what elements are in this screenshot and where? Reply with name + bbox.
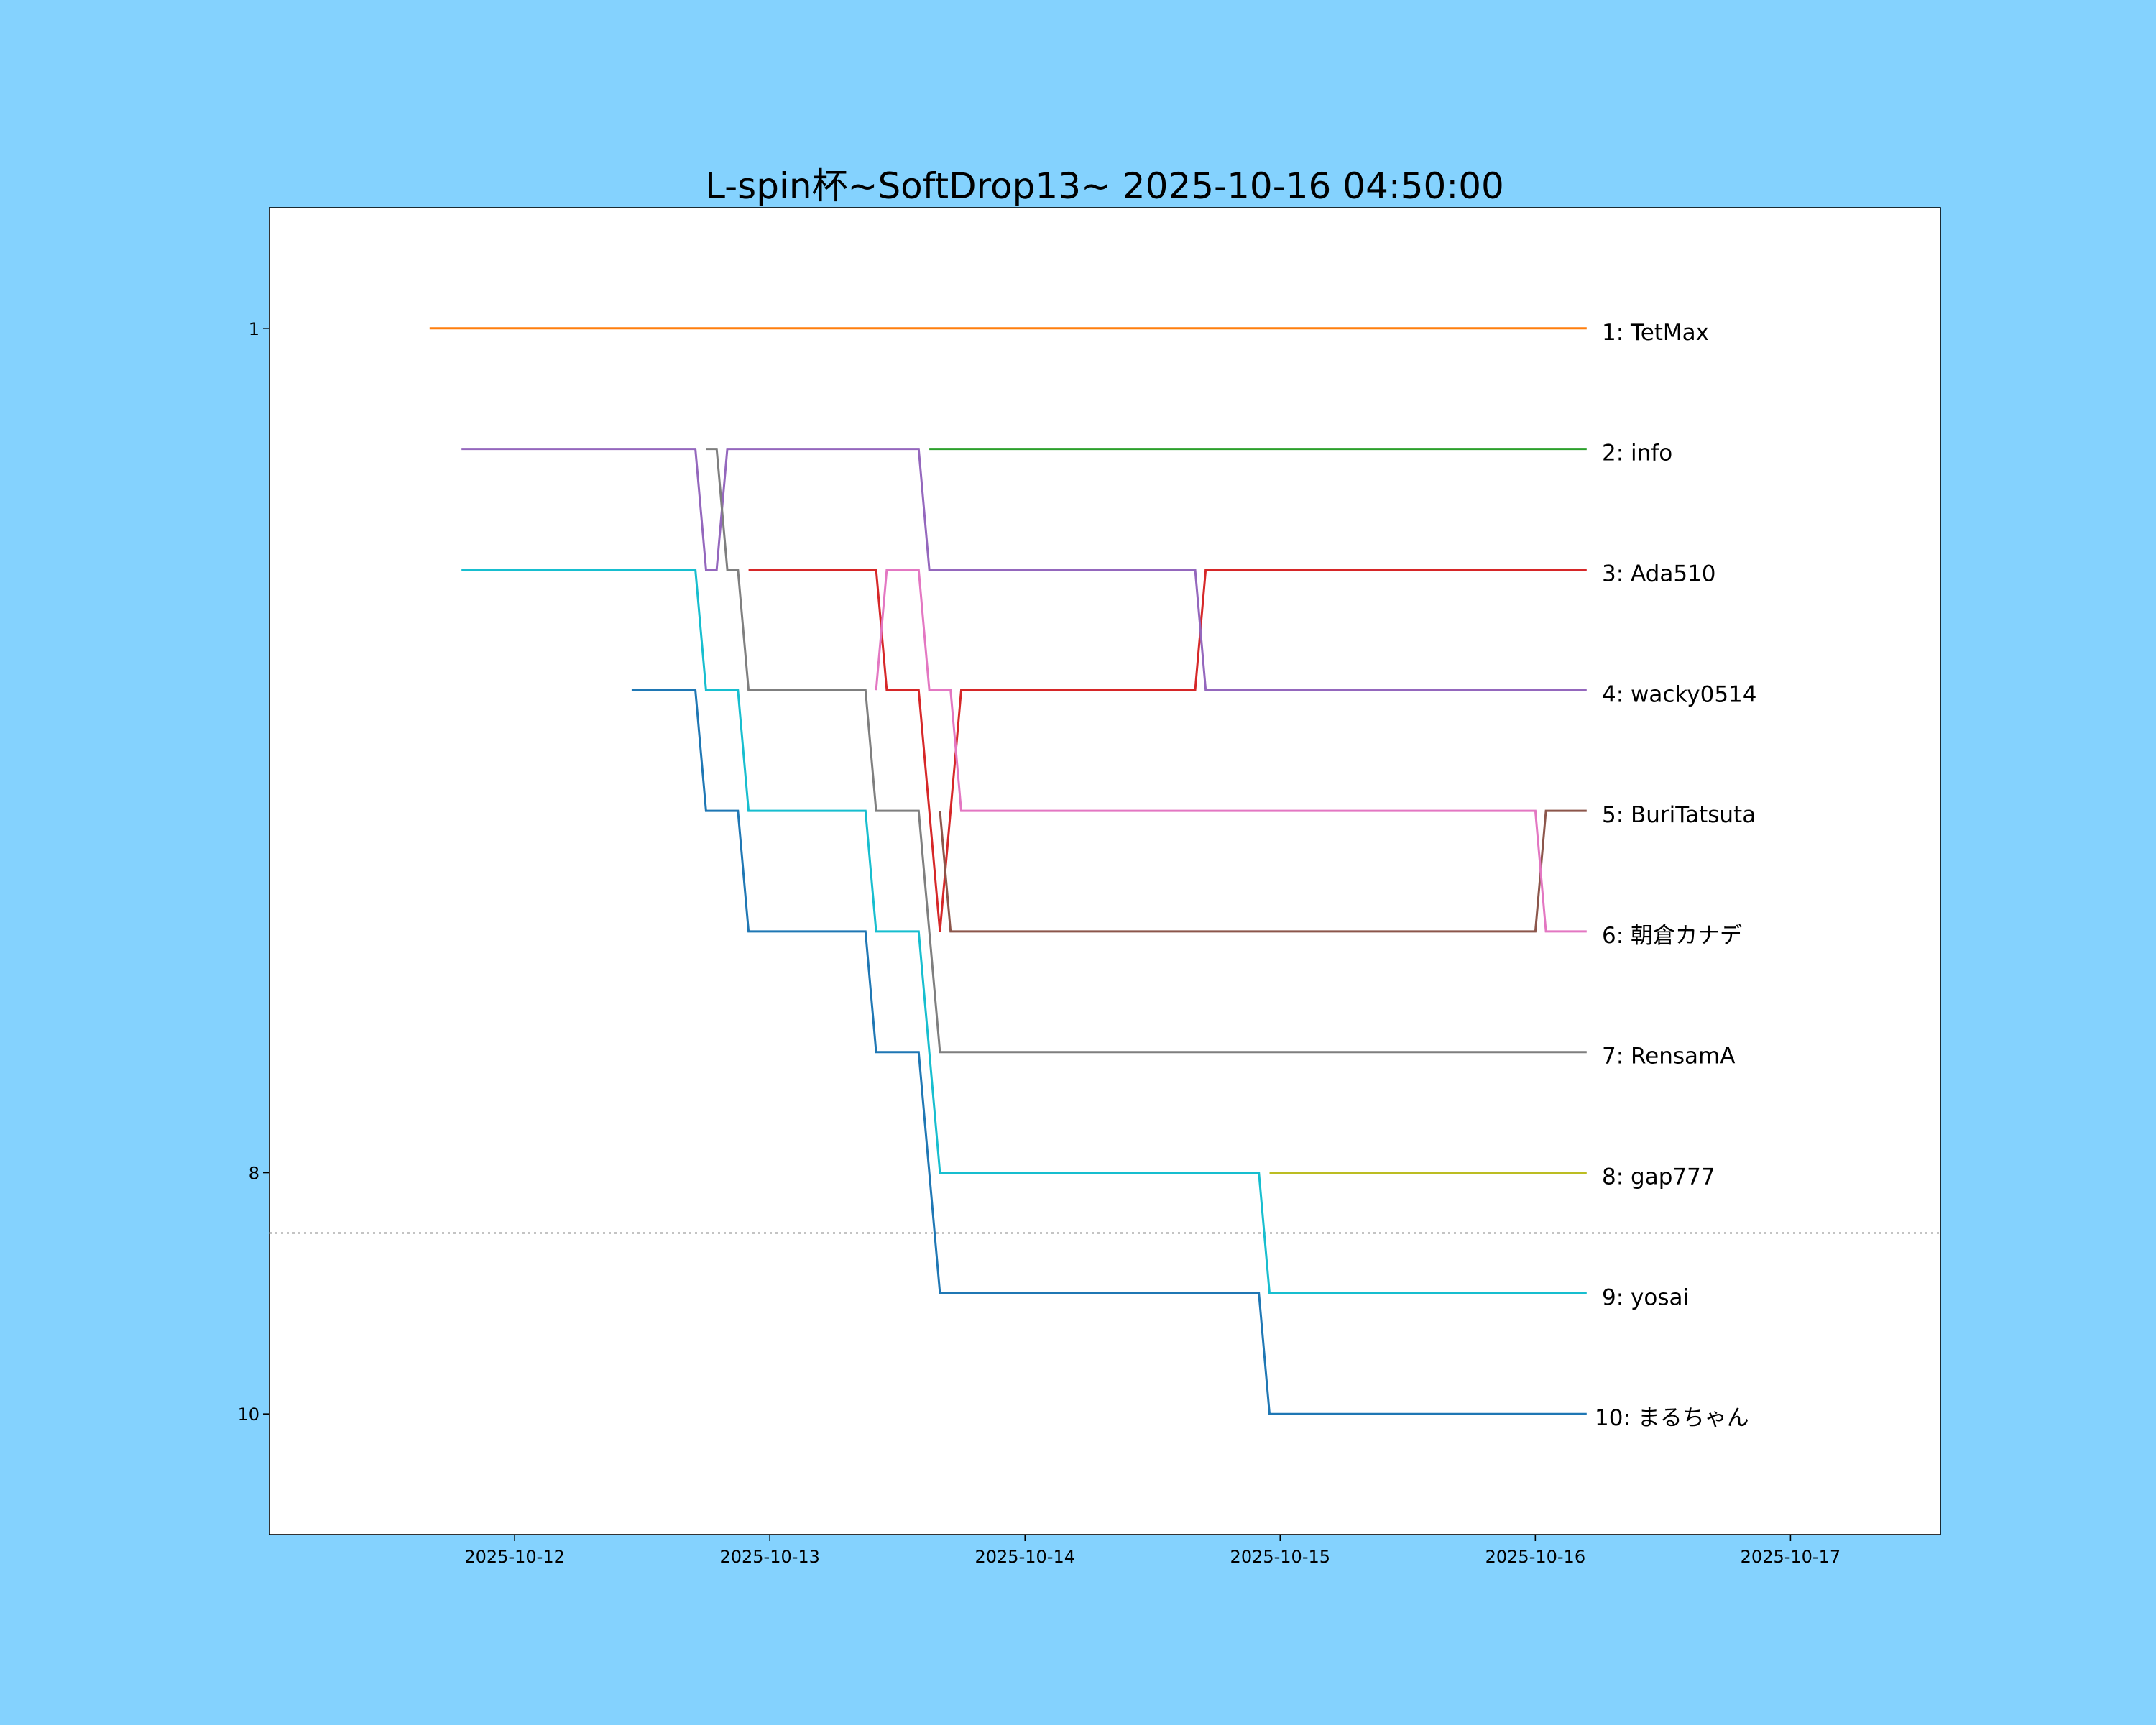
y-tick-label: 1: [249, 319, 259, 339]
series-line-5: [939, 809, 1587, 933]
series-line-6: [875, 569, 1587, 933]
series-line-4: [461, 448, 1587, 691]
series-end-label-1: 1: TetMax: [1602, 320, 1709, 346]
series-end-label-10: 10: まるちゃん: [1595, 1405, 1749, 1431]
x-tick-label: 2025-10-15: [1230, 1547, 1330, 1567]
series-end-label-2: 2: info: [1602, 441, 1672, 466]
series-end-label-7: 7: RensamA: [1602, 1044, 1735, 1070]
chart-title: L-spin杯~SoftDrop13~ 2025-10-16 04:50:00: [705, 165, 1504, 207]
series-end-label-6: 6: 朝倉カナデ: [1602, 923, 1742, 949]
y-tick-label: 8: [249, 1164, 259, 1184]
x-tick-label: 2025-10-17: [1741, 1547, 1841, 1567]
x-tick-label: 2025-10-12: [464, 1547, 564, 1567]
plot-area: [269, 207, 1941, 1535]
series-line-3: [748, 569, 1587, 932]
series-end-label-8: 8: gap777: [1602, 1164, 1715, 1190]
series-end-label-4: 4: wacky0514: [1602, 681, 1757, 707]
series-end-label-5: 5: BuriTatsuta: [1602, 802, 1756, 828]
series-line-10: [631, 689, 1587, 1415]
series-end-label-3: 3: Ada510: [1602, 561, 1716, 586]
series-end-label-9: 9: yosai: [1602, 1284, 1689, 1310]
series-line-7: [706, 448, 1587, 1054]
y-tick-label: 10: [237, 1404, 259, 1425]
x-tick-label: 2025-10-14: [975, 1547, 1075, 1567]
series-line-9: [461, 569, 1587, 1294]
x-tick-label: 2025-10-16: [1485, 1547, 1585, 1567]
x-tick-label: 2025-10-13: [719, 1547, 819, 1567]
